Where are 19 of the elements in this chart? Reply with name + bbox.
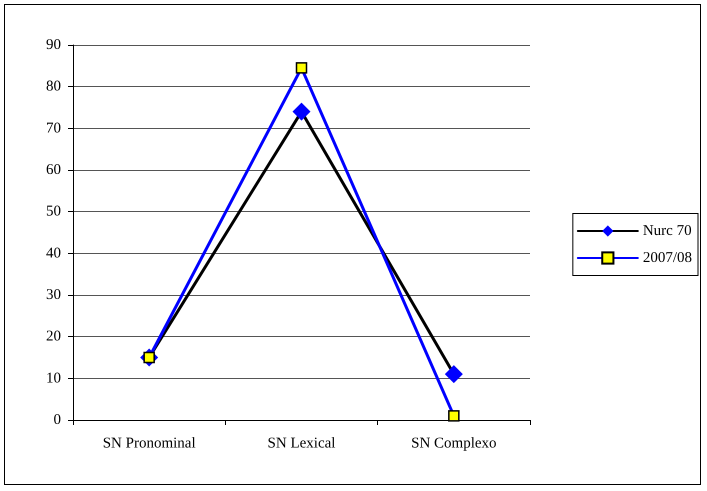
x-tick-label: SN Lexical: [268, 436, 336, 452]
legend-label: 2007/08: [642, 250, 692, 266]
point: [296, 62, 308, 74]
point: [448, 410, 460, 422]
x-tick-label: SN Pronominal: [102, 436, 196, 452]
y-tick-label: 0: [54, 412, 61, 428]
point: [444, 365, 463, 384]
y-tick-label: 60: [46, 162, 61, 178]
y-tick-label: 90: [46, 37, 61, 53]
y-tick-label: 50: [46, 204, 61, 220]
legend-label: Nurc 70: [642, 223, 692, 239]
point: [292, 102, 310, 121]
y-tick-label: 70: [46, 120, 61, 136]
y-tick-label: 80: [46, 78, 61, 95]
y-tick-label: 10: [46, 370, 61, 386]
x-tick-label: SN Complexo: [411, 436, 497, 452]
y-tick-label: 40: [46, 245, 61, 262]
y-tick-label: 20: [46, 328, 61, 345]
y-tick-label: 30: [46, 287, 61, 303]
